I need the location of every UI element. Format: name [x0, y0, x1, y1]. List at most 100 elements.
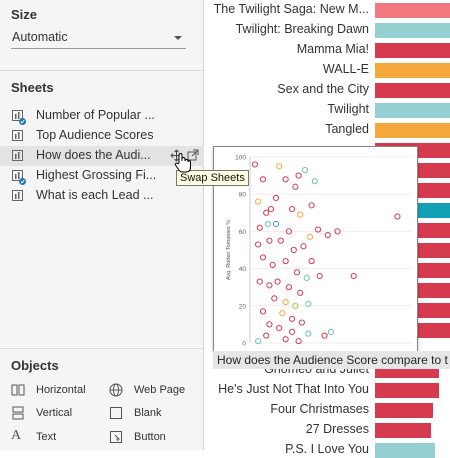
- sheet-item-how-does-the-audience[interactable]: How does the Audi...: [0, 146, 204, 166]
- scatter-point: [276, 163, 283, 170]
- scatter-point: [256, 224, 263, 231]
- object-label: Vertical: [36, 407, 73, 419]
- scatter-point: [255, 198, 262, 205]
- scatter-point: [293, 269, 301, 276]
- scatter-point: [292, 302, 299, 309]
- scatter-point: [272, 220, 280, 228]
- scatter-point: [300, 243, 307, 250]
- bar-chart-sheet-icon: [12, 170, 23, 181]
- scatter-point: [321, 332, 328, 339]
- bar-mark: [375, 443, 435, 458]
- bar-mark: [375, 23, 450, 38]
- object-label: Text: [36, 431, 57, 443]
- scatter-point: [255, 338, 262, 345]
- scatter-point: [303, 274, 310, 281]
- size-dropdown[interactable]: Automatic: [11, 27, 186, 49]
- sheet-item-label: What is each Lead ...: [36, 188, 154, 202]
- sheet-item-label: Number of Popular ...: [36, 108, 155, 122]
- sheet-item-label: Highest Grossing Fi...: [36, 168, 157, 182]
- horizontal-container-icon: [11, 384, 25, 396]
- object-label: Blank: [134, 407, 162, 419]
- scatter-point: [279, 310, 286, 317]
- scatter-point: [308, 202, 315, 209]
- scatter-point: [282, 258, 289, 265]
- divider: [0, 70, 204, 71]
- bar-mark: [375, 123, 450, 138]
- scatter-point: [350, 272, 357, 280]
- dragged-sheet-caption: How does the Audience Score compare to t: [213, 351, 450, 369]
- scatter-point: [282, 176, 289, 183]
- button-icon: [110, 431, 122, 443]
- scatter-point: [277, 237, 284, 244]
- globe-icon: [109, 383, 123, 397]
- bar-chart-sheet-icon: [12, 130, 23, 141]
- scatter-point: [301, 166, 309, 174]
- scatter-point: [327, 328, 335, 335]
- bar-mark: [375, 403, 433, 418]
- object-label: Button: [134, 431, 166, 443]
- check-badge-icon: [19, 118, 26, 125]
- scatter-point: [251, 161, 258, 168]
- sheet-item-label: Top Audience Scores: [36, 128, 154, 142]
- scatter-point: [267, 205, 275, 213]
- dashboard-sidebar: Size Automatic Sheets Number of Popular …: [0, 0, 204, 450]
- sheet-item-label: How does the Audi...: [36, 148, 151, 162]
- scatter-point: [314, 226, 322, 233]
- bar-row-label: Four Christmases: [270, 402, 369, 416]
- size-dropdown-value: Automatic: [12, 30, 68, 44]
- sheet-item-top-audience-scores[interactable]: Top Audience Scores: [0, 126, 204, 146]
- scatter-point: [292, 183, 299, 190]
- scatter-point: [285, 228, 292, 235]
- scatter-point: [308, 258, 315, 265]
- hand-cursor-icon: [174, 152, 191, 173]
- scatter-point: [269, 261, 276, 268]
- bar-row-label: P.S. I Love You: [285, 442, 369, 456]
- bar-row-label: WALL-E: [322, 62, 369, 76]
- y-tick-label: 80: [239, 192, 247, 199]
- scatter-point: [259, 308, 267, 315]
- text-icon: A: [11, 428, 22, 443]
- bar-mark: [375, 43, 450, 58]
- size-section-title: Size: [11, 7, 38, 22]
- sheet-item-number-of-popular[interactable]: Number of Popular ...: [0, 106, 204, 126]
- scatter-point: [264, 220, 271, 228]
- scatter-point: [305, 330, 312, 337]
- sheet-item-highest-grossing[interactable]: Highest Grossing Fi...: [0, 166, 204, 186]
- go-to-sheet-icon[interactable]: [187, 149, 199, 161]
- bar-row-label: Sex and the City: [277, 82, 369, 96]
- scatter-point: [289, 205, 296, 213]
- scatter-point: [282, 298, 289, 306]
- scatter-point: [289, 328, 296, 335]
- bar-chart-sheet-icon: [12, 110, 23, 121]
- check-badge-icon: [19, 178, 26, 185]
- scatter-point: [297, 289, 304, 296]
- scatter-point: [266, 237, 273, 244]
- y-axis-label: Avg. Rotten Tomatoes %: [226, 220, 232, 280]
- bar-mark: [375, 383, 439, 398]
- scatter-point: [259, 254, 267, 261]
- sheet-item-what-is-each-lead[interactable]: What is each Lead ...: [0, 186, 204, 206]
- scatter-point: [295, 172, 302, 179]
- scatter-point: [295, 338, 302, 345]
- scatter-point: [263, 209, 270, 216]
- scatter-point: [289, 315, 296, 322]
- scatter-point: [316, 272, 323, 280]
- scatter-point: [259, 176, 267, 183]
- scatter-point: [290, 246, 297, 254]
- bar-row-label: He's Just Not That Into You: [218, 382, 369, 396]
- blank-icon: [110, 407, 122, 419]
- scatter-chart: 100 80 60 40 20 0 Avg. Rotten Tomatoes %: [226, 155, 412, 348]
- scatter-point: [255, 241, 262, 248]
- scatter-point: [297, 211, 304, 218]
- scatter-point: [266, 282, 273, 289]
- scatter-point: [272, 194, 280, 202]
- swap-sheets-tooltip: Swap Sheets: [176, 170, 249, 186]
- scatter-point: [324, 232, 331, 239]
- bar-row-label: Twilight: Breaking Dawn: [235, 22, 369, 36]
- scatter-point: [305, 300, 312, 308]
- bar-row-label: Mamma Mia!: [296, 42, 369, 56]
- scatter-point: [263, 332, 270, 339]
- y-tick-label: 40: [239, 266, 247, 273]
- bar-chart-sheet-icon: [12, 190, 23, 201]
- y-tick-label: 100: [235, 155, 246, 162]
